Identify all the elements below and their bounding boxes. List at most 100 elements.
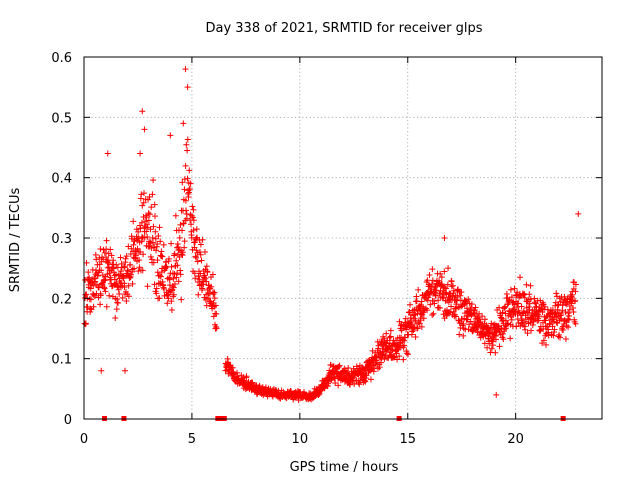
data-point bbox=[464, 316, 471, 323]
data-point bbox=[564, 315, 571, 322]
data-point bbox=[511, 285, 518, 292]
data-point bbox=[127, 271, 134, 278]
data-point bbox=[156, 272, 163, 279]
data-point bbox=[549, 323, 556, 330]
data-point bbox=[572, 288, 579, 295]
data-point bbox=[198, 257, 205, 264]
data-point bbox=[557, 334, 564, 341]
data-point bbox=[210, 313, 217, 320]
data-point bbox=[95, 284, 102, 291]
data-point bbox=[536, 313, 543, 320]
data-point bbox=[116, 291, 123, 298]
data-point bbox=[465, 296, 472, 303]
data-point bbox=[222, 367, 229, 374]
data-point bbox=[145, 210, 152, 217]
data-point bbox=[424, 297, 431, 304]
data-point bbox=[150, 223, 157, 230]
data-point bbox=[484, 344, 491, 351]
data-point bbox=[177, 221, 184, 228]
data-point bbox=[153, 285, 160, 292]
data-point bbox=[199, 236, 206, 243]
data-point bbox=[540, 337, 547, 344]
data-point bbox=[441, 285, 448, 292]
y-tick-label: 0.3 bbox=[51, 232, 72, 247]
data-point bbox=[131, 265, 138, 272]
data-point bbox=[496, 343, 503, 350]
data-point bbox=[120, 273, 127, 280]
data-point bbox=[435, 297, 442, 304]
data-point bbox=[213, 310, 220, 317]
y-tick-label: 0.2 bbox=[51, 292, 72, 307]
data-point bbox=[188, 212, 195, 219]
data-point bbox=[524, 330, 531, 337]
data-point bbox=[458, 289, 465, 296]
data-point bbox=[492, 336, 499, 343]
data-point bbox=[170, 284, 177, 291]
data-point bbox=[125, 243, 132, 250]
data-point bbox=[121, 263, 128, 270]
data-point bbox=[190, 217, 197, 224]
data-point bbox=[184, 175, 191, 182]
data-point bbox=[455, 286, 462, 293]
data-point bbox=[151, 201, 158, 208]
data-point bbox=[403, 350, 410, 357]
x-tick-label: 10 bbox=[292, 432, 309, 447]
data-point bbox=[189, 214, 196, 221]
data-point bbox=[111, 276, 118, 283]
data-point bbox=[465, 326, 472, 333]
data-point bbox=[436, 277, 443, 284]
data-point bbox=[507, 335, 514, 342]
data-point bbox=[499, 330, 506, 337]
data-point bbox=[183, 141, 190, 148]
data-point bbox=[98, 367, 105, 374]
data-point bbox=[402, 315, 409, 322]
data-point bbox=[543, 341, 550, 348]
data-point bbox=[441, 235, 448, 241]
data-point bbox=[192, 239, 199, 246]
data-point bbox=[181, 244, 188, 251]
data-point bbox=[483, 330, 490, 337]
data-point bbox=[491, 332, 498, 339]
data-point bbox=[418, 298, 425, 305]
data-point bbox=[140, 199, 147, 206]
data-point bbox=[153, 247, 160, 254]
data-point bbox=[431, 300, 438, 307]
data-point bbox=[145, 217, 152, 224]
data-point bbox=[486, 340, 493, 347]
data-point bbox=[170, 291, 177, 298]
data-point bbox=[143, 221, 150, 228]
data-point bbox=[436, 305, 443, 312]
data-point bbox=[190, 227, 197, 234]
data-point bbox=[367, 376, 374, 383]
data-point bbox=[444, 281, 451, 288]
data-point bbox=[84, 304, 91, 311]
data-point bbox=[185, 189, 192, 196]
data-point bbox=[553, 290, 560, 297]
data-point bbox=[146, 211, 153, 218]
data-point bbox=[166, 276, 173, 283]
data-point bbox=[570, 309, 577, 316]
data-point bbox=[572, 281, 579, 288]
data-point bbox=[507, 286, 514, 293]
data-point bbox=[109, 264, 116, 271]
data-point bbox=[140, 251, 147, 258]
data-point bbox=[144, 233, 151, 240]
data-point bbox=[129, 280, 136, 287]
data-point bbox=[197, 241, 204, 248]
data-point bbox=[387, 327, 394, 334]
data-point bbox=[493, 391, 500, 398]
data-point bbox=[173, 257, 180, 264]
data-point bbox=[190, 206, 197, 213]
data-point bbox=[175, 278, 182, 285]
data-point bbox=[204, 269, 211, 276]
data-point bbox=[151, 213, 158, 220]
data-point bbox=[390, 353, 397, 360]
data-point bbox=[209, 271, 216, 278]
data-point bbox=[87, 285, 94, 292]
data-point bbox=[130, 241, 137, 248]
data-point bbox=[174, 270, 181, 277]
data-point bbox=[424, 307, 431, 314]
data-point bbox=[95, 284, 102, 291]
data-point bbox=[439, 281, 446, 288]
data-point bbox=[496, 304, 503, 311]
